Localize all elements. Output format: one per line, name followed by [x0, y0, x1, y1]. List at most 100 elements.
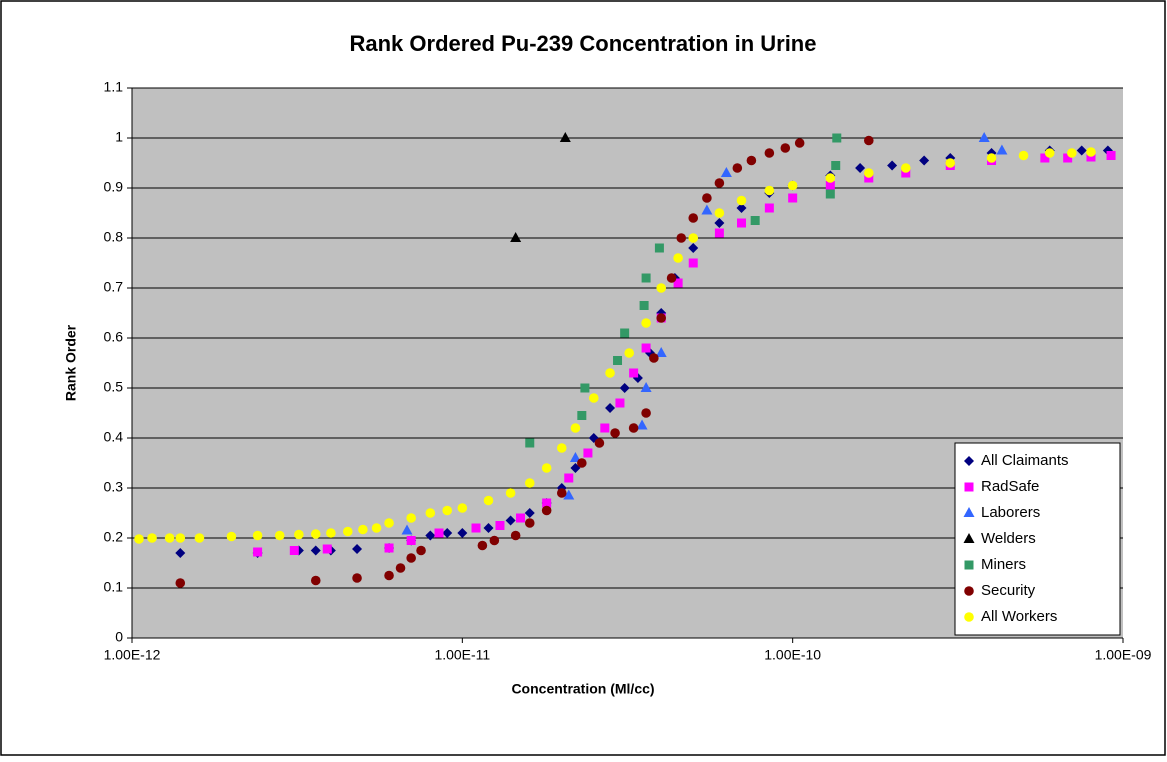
point	[676, 233, 687, 243]
chart-title: Rank Ordered Pu-239 Concentration in Uri…	[350, 31, 817, 56]
point	[483, 523, 494, 533]
point	[342, 526, 353, 537]
point	[594, 438, 605, 448]
point	[605, 368, 615, 378]
point	[714, 178, 725, 188]
point	[570, 423, 581, 433]
point	[1086, 152, 1096, 162]
point	[524, 518, 535, 528]
point	[442, 528, 453, 538]
legend-label: Miners	[981, 556, 1026, 573]
point	[666, 273, 677, 283]
point	[580, 383, 590, 393]
legend-box	[954, 442, 1121, 636]
x-tick-label: 1.00E-11	[434, 647, 490, 663]
x-tick-label: 1.00E-10	[764, 647, 821, 663]
point	[524, 508, 535, 518]
point	[147, 533, 157, 543]
point	[673, 253, 683, 263]
point	[577, 458, 587, 468]
point	[569, 452, 581, 462]
legend-label: Laborers	[981, 504, 1040, 521]
point	[384, 570, 394, 581]
point	[764, 148, 775, 158]
legend-marker	[964, 560, 974, 570]
point	[371, 523, 382, 533]
point	[495, 521, 505, 530]
point	[750, 216, 760, 225]
point	[310, 529, 321, 539]
point	[620, 328, 630, 338]
point	[577, 411, 587, 420]
point	[794, 138, 805, 148]
point	[714, 218, 725, 228]
point	[619, 383, 630, 393]
point	[406, 513, 416, 523]
point	[175, 548, 186, 558]
point	[358, 524, 368, 535]
point	[505, 488, 516, 498]
point	[636, 419, 648, 430]
legend-label: Welders	[981, 530, 1036, 547]
point	[588, 393, 599, 403]
legend-marker	[964, 612, 974, 622]
point	[855, 163, 866, 173]
point	[401, 524, 413, 535]
y-tick-label: 0.9	[104, 179, 124, 195]
point	[505, 515, 516, 526]
point	[702, 193, 712, 203]
y-tick-label: 0	[115, 629, 123, 645]
point	[641, 408, 651, 418]
point	[656, 313, 667, 323]
point	[1063, 153, 1073, 163]
point	[825, 189, 835, 199]
point	[764, 203, 774, 213]
point	[322, 544, 332, 554]
point	[714, 208, 725, 218]
point	[615, 398, 625, 408]
point	[887, 160, 898, 171]
point	[164, 533, 175, 543]
point	[406, 553, 416, 563]
point	[641, 343, 651, 353]
point	[541, 463, 552, 473]
point	[525, 438, 535, 448]
point	[556, 443, 567, 453]
point	[900, 163, 911, 173]
point	[1076, 145, 1087, 156]
legend-marker	[963, 533, 975, 543]
point	[945, 158, 956, 168]
y-tick-label: 0.7	[104, 279, 124, 295]
point	[654, 243, 664, 253]
point	[688, 243, 699, 253]
legend-label: Security	[981, 582, 1036, 599]
point	[274, 530, 285, 541]
point	[541, 505, 552, 516]
point	[425, 530, 436, 541]
point	[864, 173, 874, 183]
point	[641, 318, 651, 328]
point	[542, 498, 552, 508]
point	[563, 489, 575, 500]
point	[714, 228, 724, 238]
point	[736, 203, 747, 213]
point	[175, 533, 186, 543]
legend-label: All Claimants	[981, 452, 1069, 469]
point	[673, 278, 683, 288]
point	[825, 173, 836, 183]
y-tick-label: 0.3	[104, 479, 124, 495]
point	[457, 503, 468, 513]
point	[901, 168, 911, 178]
point	[253, 547, 263, 557]
point	[978, 132, 990, 142]
point	[688, 258, 698, 268]
series	[510, 132, 571, 242]
y-tick-label: 0.2	[104, 529, 124, 545]
point	[556, 488, 567, 498]
point	[919, 155, 930, 166]
y-tick-label: 0.1	[104, 579, 124, 595]
series	[525, 133, 842, 448]
point	[736, 218, 746, 228]
point	[442, 505, 453, 516]
